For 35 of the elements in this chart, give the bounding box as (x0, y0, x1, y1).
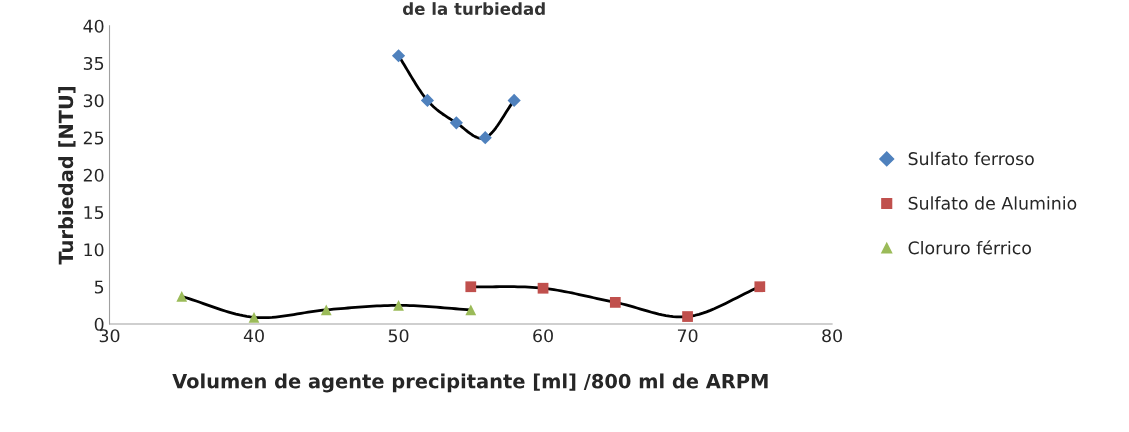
y-tick-label: 0 (94, 317, 104, 331)
point (478, 131, 492, 145)
y-tick-label: 10 (84, 243, 104, 257)
point (248, 311, 260, 323)
point (465, 304, 477, 316)
y-tick-label: 40 (83, 19, 104, 33)
x-tick-label: 60 (533, 329, 553, 343)
y-tick-label: 25 (83, 131, 104, 145)
point (754, 281, 766, 293)
point (320, 304, 332, 316)
y-tick-label: 35 (83, 56, 104, 71)
point (537, 282, 549, 294)
point (465, 281, 477, 293)
legend-label: Sulfato de Aluminio (908, 196, 1077, 210)
x-tick-label: 50 (388, 329, 409, 343)
point (609, 297, 621, 308)
point (507, 93, 521, 108)
point (391, 49, 406, 63)
y-tick-label: 15 (84, 206, 104, 220)
x-axis-title: Volumen de agente precipitante [ml] /800 ml de ARPM (172, 373, 768, 393)
x-tick-label: 40 (243, 329, 264, 343)
point (176, 291, 188, 302)
y-tick-label: 5 (94, 280, 104, 294)
y-tick-label: 20 (83, 168, 104, 182)
point (449, 116, 463, 130)
point (682, 311, 693, 322)
x-tick-label: 70 (677, 329, 698, 343)
legend-label: Cloruro férrico (908, 240, 1031, 255)
y-axis-title: Turbiedad [NTU] (58, 87, 76, 265)
point (420, 93, 435, 108)
chart-title: de la turbiedad (402, 2, 545, 16)
y-tick-label: 30 (83, 94, 104, 108)
x-tick-label: 80 (822, 329, 842, 343)
legend-label: Sulfato ferroso (908, 151, 1034, 166)
point (393, 299, 404, 311)
